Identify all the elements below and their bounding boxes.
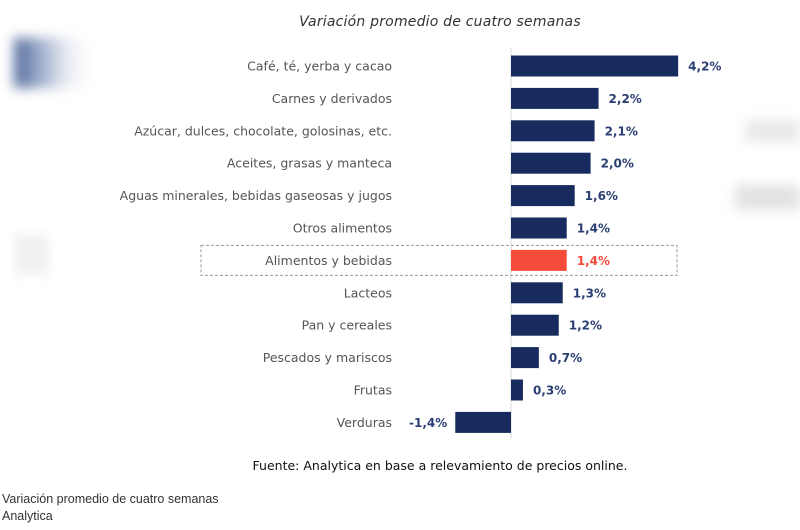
category-label: Lacteos [344,285,392,300]
highlight-box [200,244,678,276]
blurred-background-element [745,120,800,142]
bar [511,379,523,401]
data-label: 1,3% [573,286,606,300]
bar [511,55,679,77]
data-label: -1,4% [409,416,447,430]
bar [511,152,591,174]
caption-title: Variación promedio de cuatro semanas [2,492,219,506]
bar [511,347,539,369]
bar [511,249,567,271]
data-label: 1,2% [569,319,602,333]
category-label: Azúcar, dulces, chocolate, golosinas, et… [134,123,392,138]
caption-credit: Analytica [2,509,53,523]
category-label: Alimentos y bebidas [265,253,392,268]
category-label: Pescados y mariscos [263,350,392,365]
category-label: Aguas minerales, bebidas gaseosas y jugo… [120,188,392,203]
data-label: 2,0% [601,157,634,171]
bar [511,87,599,109]
category-label: Frutas [354,383,392,398]
bar [511,217,567,239]
category-label: Café, té, yerba y cacao [247,59,392,74]
data-label: 4,2% [688,60,721,74]
blurred-background-element [735,185,800,210]
chart-source: Fuente: Analytica en base a relevamiento… [252,458,628,473]
data-label: 1,6% [585,189,618,203]
bar [511,185,575,207]
category-label: Otros alimentos [293,221,392,236]
category-label: Carnes y derivados [272,91,392,106]
data-label: 1,4% [577,254,610,268]
category-label: Verduras [337,415,392,430]
data-label: 2,1% [605,124,638,138]
bar [511,282,563,304]
chart-title: Variación promedio de cuatro semanas [299,14,581,30]
data-label: 2,2% [609,92,642,106]
data-label: 0,3% [533,384,566,398]
data-label: 0,7% [549,351,582,365]
blurred-background-element [14,38,89,88]
category-label: Pan y cereales [302,318,392,333]
bar [511,120,595,142]
category-label: Aceites, grasas y manteca [227,156,392,171]
bar [511,314,559,336]
data-label: 1,4% [577,222,610,236]
blurred-background-element [14,235,49,275]
bar [455,411,511,433]
